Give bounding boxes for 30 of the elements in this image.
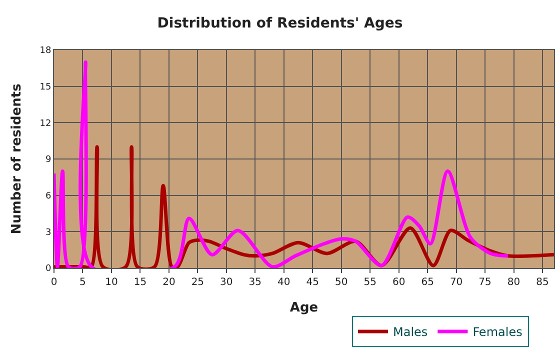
y-tick-label: 0 (45, 264, 52, 274)
y-tick-label: 9 (45, 155, 52, 166)
x-tick-label: 15 (134, 277, 147, 288)
x-tick-label: 60 (392, 277, 406, 288)
line-series (54, 60, 510, 268)
y-tick-label: 12 (40, 118, 52, 129)
x-tick-label: 20 (162, 277, 176, 288)
x-tick-label: 55 (364, 277, 376, 288)
x-tick-label: 75 (478, 277, 492, 288)
x-axis-title: Age (290, 300, 318, 316)
x-tick-label: 80 (507, 277, 520, 288)
x-tick-label: 10 (105, 277, 118, 288)
y-tick-label: 3 (45, 228, 52, 238)
x-tick-label: 30 (220, 277, 233, 288)
legend-label: Females (472, 325, 522, 340)
x-tick-label: 25 (191, 277, 204, 288)
x-tick-label: 35 (248, 277, 262, 288)
legend-label: Males (393, 325, 428, 340)
x-tick-label: 70 (450, 277, 463, 288)
x-tick-label: 40 (278, 277, 290, 288)
y-axis-title: Number of residents (10, 83, 25, 234)
x-tick-label: 85 (536, 277, 549, 288)
chart-title: Distribution of Residents' Ages (157, 15, 403, 32)
x-tick-label: 50 (334, 277, 348, 288)
y-tick-label: 6 (45, 191, 52, 202)
x-tick-label: 5 (80, 277, 86, 288)
y-tick-label: 18 (40, 46, 52, 56)
x-tick-label: 65 (421, 277, 434, 288)
y-tick-label: 15 (40, 82, 52, 92)
x-tick-label: 45 (306, 277, 319, 288)
